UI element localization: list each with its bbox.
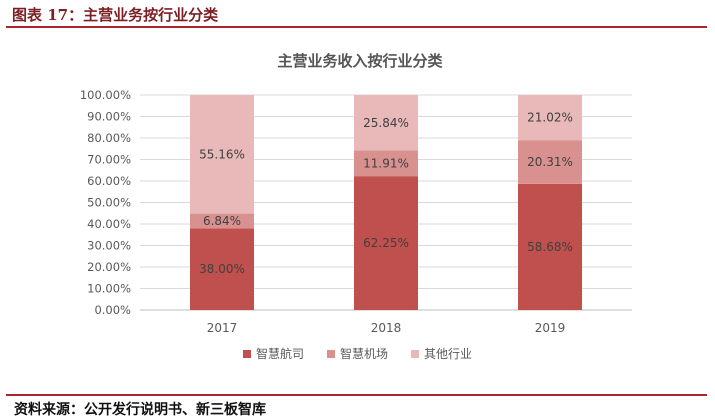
top-rule [6,26,707,28]
legend: 智慧航司 智慧机场 其他行业 [243,346,472,361]
data-label: 25.84% [363,116,409,130]
legend-swatch [327,350,335,358]
legend-label: 其他行业 [424,347,472,361]
bars: 38.00% 6.84% 55.16% 62.25% 11.91% 25.84% 58.68… [190,94,582,310]
data-label: 62.25% [363,236,409,250]
bar-segment [518,140,582,184]
y-tick-label: 70.00% [87,153,131,167]
x-tick-label: 2018 [371,321,402,335]
y-tick-label: 50.00% [87,196,131,210]
y-tick-label: 10.00% [87,282,131,296]
source-note: 资料来源：公开发行说明书、新三板智库 [14,402,266,418]
data-label: 38.00% [199,262,245,276]
x-tick-label: 2017 [207,321,238,335]
x-axis: 2017 2018 2019 [207,321,566,335]
y-tick-label: 60.00% [87,174,131,188]
x-tick-label: 2019 [535,321,566,335]
y-tick-label: 90.00% [87,110,131,124]
data-label: 6.84% [203,214,241,228]
data-label: 58.68% [527,240,573,254]
stacked-bar-chart: 主营业务收入按行业分类 0.00% 10.00% 20.00% 30.00% 40.00… [80,52,632,361]
y-tick-label: 40.00% [87,217,131,231]
y-tick-label: 30.00% [87,239,131,253]
y-tick-label: 20.00% [87,260,131,274]
figure-label: 图表 17：主营业务按行业分类 [12,6,219,24]
figure-header: 图表 17：主营业务按行业分类 [6,4,707,30]
y-axis: 0.00% 10.00% 20.00% 30.00% 40.00% 50.00% 60.00… [80,88,131,317]
bar-segment [190,95,254,214]
bar-segment [518,183,582,310]
y-tick-label: 0.00% [94,303,131,317]
legend-swatch [243,350,251,358]
bar-segment [354,176,418,310]
data-label: 20.31% [527,155,573,169]
bar-segment [354,95,418,151]
bar-segment [190,228,254,310]
y-tick-label: 80.00% [87,131,131,145]
legend-label: 智慧机场 [340,346,388,361]
bar-segment [354,150,418,177]
bar-segment [518,94,582,141]
data-label: 55.16% [199,147,245,161]
bar-segment [190,213,254,229]
bottom-rule [6,394,707,396]
data-label: 11.91% [363,156,409,170]
legend-label: 智慧航司 [256,346,304,361]
y-tick-label: 100.00% [80,88,131,102]
chart-title: 主营业务收入按行业分类 [277,52,443,70]
legend-swatch [411,350,419,358]
data-label: 21.02% [527,111,573,125]
